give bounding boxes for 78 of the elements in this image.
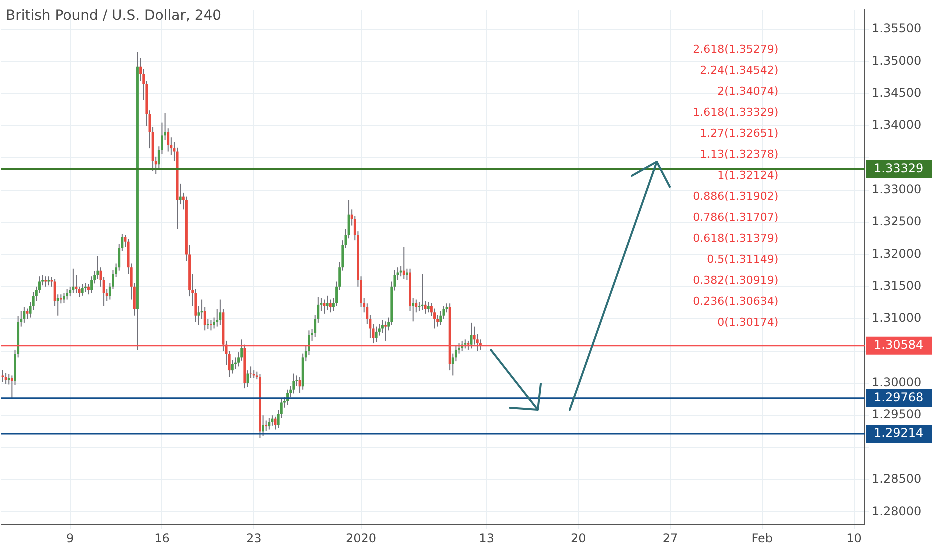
candlestick [402,246,406,280]
y-tick-label: 1.35500 [872,22,922,36]
x-tick-label: 23 [246,531,262,546]
y-tick-label: 1.32500 [872,214,922,229]
candlestick [72,268,75,294]
annotation: 2.618(1.35279) [693,43,779,56]
candlestick [4,372,8,385]
x-tick-label: 20 [571,531,586,546]
candlestick [384,321,387,342]
candlestick [96,256,100,280]
ref-line-label: 1.29768 [874,390,924,404]
candlestick [329,299,332,314]
annotation: 1.13(1.32378) [700,148,779,162]
candlestick [412,298,415,322]
y-tick-label: 1.34000 [872,118,922,132]
candlestick [231,360,234,374]
y-tick-label: 1.28500 [872,472,922,486]
candlestick [44,276,48,288]
candlestick [375,326,378,343]
candlestick [464,339,467,350]
candlestick [406,268,408,281]
annotation: 0.236(1.30634) [693,295,779,308]
y-tick-label: 1.32000 [872,246,922,261]
candlestick [60,294,62,304]
y-tick-label: 1.30000 [872,376,922,390]
annotation: 0(1.30174) [718,316,779,330]
candlestick [467,340,470,350]
candlestick [23,306,26,324]
y-tick-label: 1.33000 [872,182,922,197]
annotation: 2(1.34074) [718,85,779,98]
candlestick [326,295,329,311]
candlestick [271,415,274,426]
candlestick [427,302,430,314]
x-tick-label: Feb [752,531,774,546]
annotation: 0.618(1.31379) [693,232,779,246]
candlestick [210,320,212,332]
candlestick [81,284,84,296]
candlestick [268,418,271,430]
y-tick-label: 1.31000 [872,311,922,326]
annotation: 0.786(1.31707) [693,211,779,224]
annotation: 0.382(1.30919) [693,274,779,288]
x-tick-label: 16 [154,531,170,546]
candlestick [88,284,90,296]
annotation: 0.886(1.31902) [693,190,779,204]
candlestick [48,276,50,286]
x-tick-label: 10 [846,531,862,546]
ref-line-label: 1.33329 [874,161,924,176]
chart-title: British Pound / U.S. Dollar, 240 [6,8,222,24]
annotation: 2.24(1.34542) [700,64,779,78]
y-tick-label: 1.31500 [872,279,922,294]
y-tick-label: 1.28000 [872,504,922,518]
y-tick-label: 1.34500 [872,86,922,100]
candlestick [56,294,60,316]
candlestick [292,373,296,394]
x-tick-label: 13 [479,531,494,546]
y-tick-label: 1.29500 [872,408,922,422]
candlestick [274,416,277,430]
candlestick [206,318,210,330]
candlestick [262,415,265,437]
y-tick-label: 1.35000 [872,54,922,68]
annotation: 1(1.32124) [718,169,779,182]
candlestick [10,375,14,400]
ref-line-label: 1.29214 [874,426,924,440]
candlestick [66,288,69,300]
candlestick [63,292,66,304]
x-tick-label: 27 [662,531,678,546]
candlestick [323,299,326,314]
x-tick-label: 2020 [346,531,377,546]
annotation: 1.618(1.33329) [693,106,779,120]
annotation: 1.27(1.32651) [700,127,779,140]
ref-line-label: 1.30584 [874,338,924,352]
candlestick [219,299,222,326]
candlestick [246,370,250,388]
x-tick-label: 9 [66,531,74,546]
annotation: 0.5(1.31149) [707,253,779,266]
candlestick [298,376,302,394]
candlestick [2,370,4,383]
candlestick [179,183,182,206]
